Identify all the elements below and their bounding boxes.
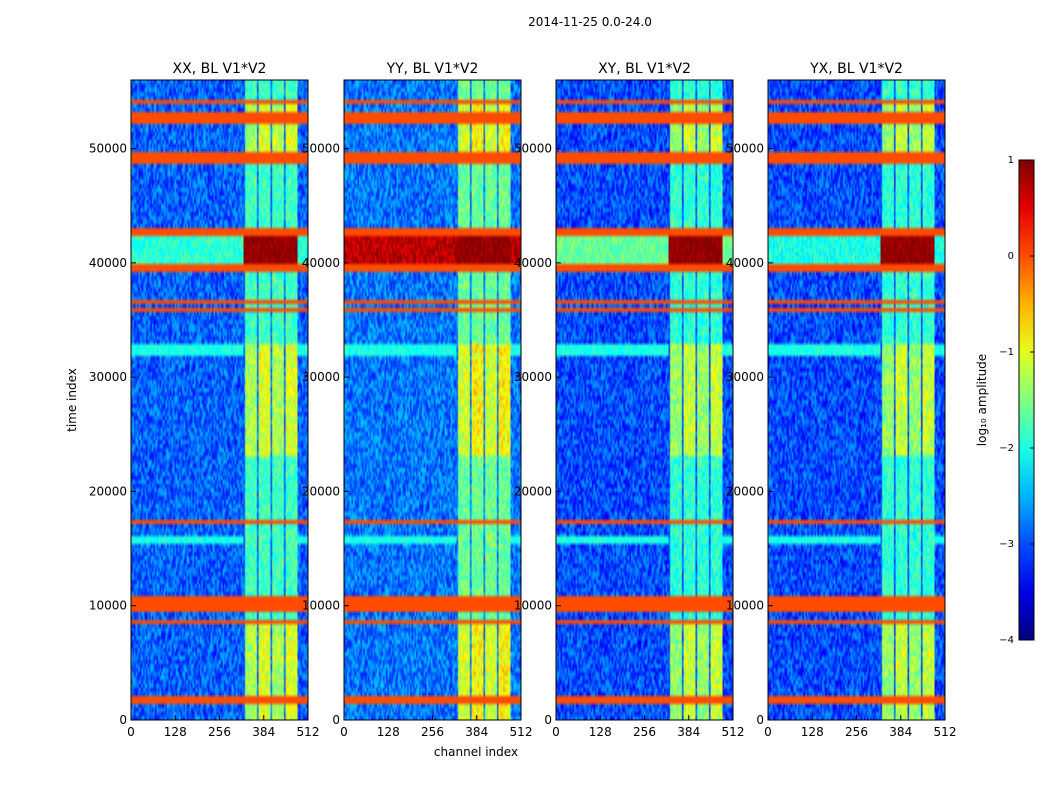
- y-tick-label: 50000: [89, 142, 127, 156]
- x-tick-label: 512: [297, 725, 320, 739]
- panel-3: XY, BL V1*V2 0 128 256 384 512 0 10000 20000 3000…: [514, 61, 745, 739]
- x-tick-label: 512: [934, 725, 957, 739]
- y-tick-label: 50000: [726, 142, 764, 156]
- y-tick-label: 30000: [302, 370, 340, 384]
- x-tick-label: 512: [510, 725, 533, 739]
- y-tick-label: 0: [332, 713, 340, 727]
- y-tick-label: 50000: [302, 142, 340, 156]
- y-tick-label: 0: [756, 713, 764, 727]
- colorbar-label: log₁₀ amplitude: [975, 354, 989, 446]
- y-tick-label: 40000: [89, 256, 127, 270]
- heatmap-image-1: [131, 80, 308, 720]
- y-tick-label: 40000: [302, 256, 340, 270]
- figure-suptitle: 2014-11-25 0.0-24.0: [528, 15, 652, 29]
- y-tick-label: 0: [544, 713, 552, 727]
- heatmap-image-4: [768, 80, 945, 720]
- y-tick-label: 20000: [726, 484, 764, 498]
- x-tick-label: 256: [845, 725, 868, 739]
- panel-title-2: YY, BL V1*V2: [386, 61, 479, 77]
- y-axis-label: time index: [65, 368, 79, 432]
- y-tick-label: 10000: [302, 599, 340, 613]
- panels-group: XX, BL V1*V2 0 128 256 384 512 0 10000 20000 3000…: [89, 61, 957, 739]
- panel-title-4: YX, BL V1*V2: [809, 61, 903, 77]
- colorbar-tick-label: −4: [999, 635, 1014, 646]
- colorbar-tick-label: −2: [999, 443, 1014, 454]
- y-tick-label: 20000: [514, 484, 552, 498]
- x-tick-label: 512: [722, 725, 745, 739]
- x-tick-label: 0: [127, 725, 135, 739]
- y-tick-label: 10000: [514, 599, 552, 613]
- x-axis-label: channel index: [434, 745, 518, 759]
- x-tick-label: 128: [377, 725, 400, 739]
- y-tick-label: 20000: [302, 484, 340, 498]
- x-tick-label: 256: [633, 725, 656, 739]
- heatmap-image-2: [344, 80, 521, 720]
- y-tick-label: 50000: [514, 142, 552, 156]
- x-tick-label: 128: [589, 725, 612, 739]
- y-tick-label: 40000: [514, 256, 552, 270]
- y-tick-label: 40000: [726, 256, 764, 270]
- x-tick-label: 0: [340, 725, 348, 739]
- panel-title-1: XX, BL V1*V2: [173, 61, 267, 77]
- colorbar-tick-label: −3: [999, 539, 1014, 550]
- colorbar-tick-label: −1: [999, 347, 1014, 358]
- panel-2: YY, BL V1*V2 0 128 256 384 512 0 10000 20000 3000…: [302, 61, 533, 739]
- x-tick-label: 128: [164, 725, 187, 739]
- colorbar-gradient: [1018, 159, 1035, 641]
- panel-4: YX, BL V1*V2 0 128 256 384 512 0 10000 20000 3000…: [726, 61, 957, 739]
- x-tick-label: 128: [801, 725, 824, 739]
- x-tick-label: 0: [552, 725, 560, 739]
- colorbar: 1 0 −1 −2 −3 −4: [999, 155, 1035, 646]
- x-tick-label: 256: [421, 725, 444, 739]
- y-tick-label: 30000: [726, 370, 764, 384]
- colorbar-tick-label: 1: [1008, 155, 1014, 166]
- x-tick-label: 384: [677, 725, 700, 739]
- x-tick-label: 0: [764, 725, 772, 739]
- panel-1: XX, BL V1*V2 0 128 256 384 512 0 10000 20000 3000…: [89, 61, 320, 739]
- y-tick-label: 30000: [89, 370, 127, 384]
- y-tick-label: 10000: [89, 599, 127, 613]
- y-tick-label: 20000: [89, 484, 127, 498]
- y-tick-label: 0: [119, 713, 127, 727]
- colorbar-tick-label: 0: [1008, 251, 1014, 262]
- panel-title-3: XY, BL V1*V2: [598, 61, 691, 77]
- x-tick-label: 384: [465, 725, 488, 739]
- y-tick-label: 10000: [726, 599, 764, 613]
- x-tick-label: 256: [208, 725, 231, 739]
- x-tick-label: 384: [889, 725, 912, 739]
- x-tick-label: 384: [252, 725, 275, 739]
- heatmap-image-3: [556, 80, 733, 720]
- y-tick-label: 30000: [514, 370, 552, 384]
